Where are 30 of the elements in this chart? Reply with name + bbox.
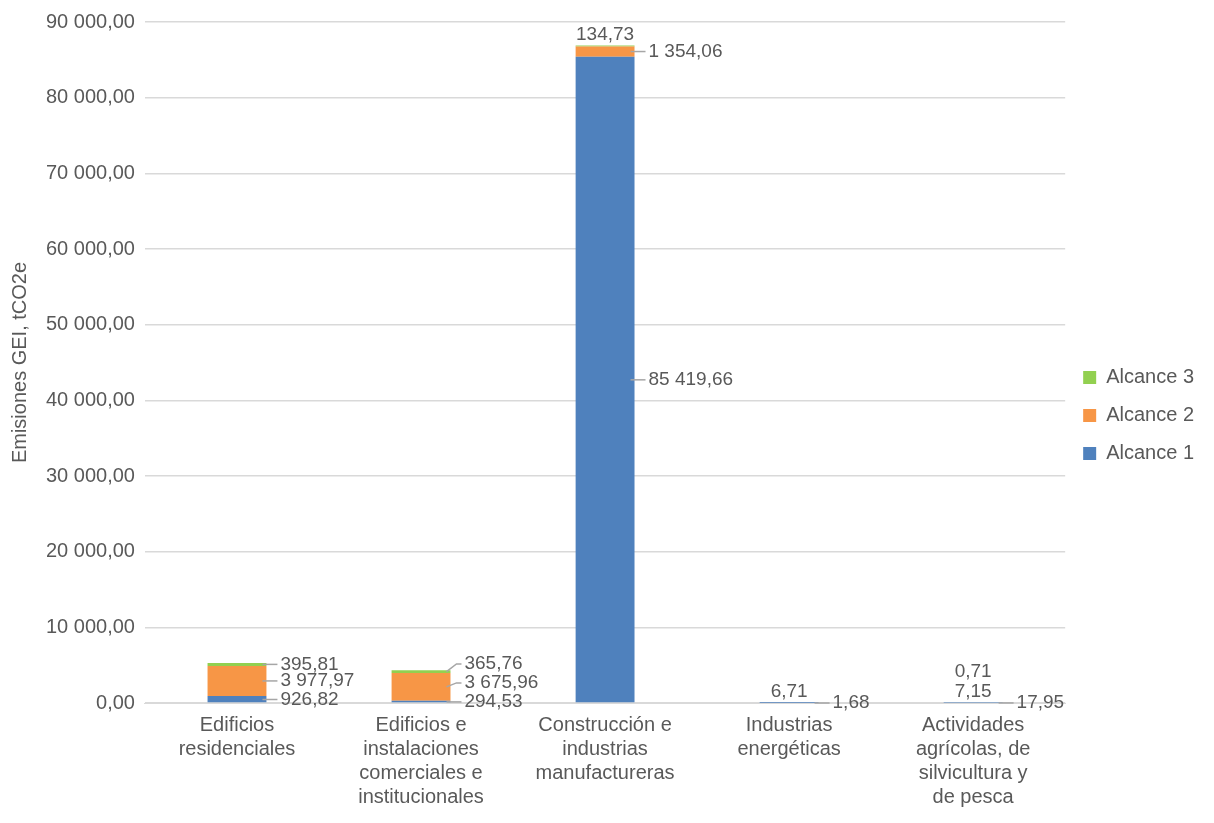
y-tick-label: 70 000,00: [45, 160, 135, 183]
y-tick-label: 20 000,00: [45, 539, 135, 562]
data-label: 6,71: [770, 679, 808, 701]
data-label: 0,71: [954, 659, 992, 681]
legend-label: Alcance 2: [1106, 403, 1195, 426]
y-tick-label: 0,00: [96, 690, 135, 713]
y-axis-title: Emisiones GEI, tCO2e: [7, 261, 30, 464]
data-label: 3 675,96: [464, 671, 539, 693]
x-tick-label: Edificios residenciales: [178, 712, 296, 759]
x-tick-label: Construcción e industrias manufactureras: [535, 712, 675, 783]
y-tick-label: 90 000,00: [45, 9, 135, 32]
data-label: 134,73: [576, 22, 635, 44]
data-label: 1,68: [832, 691, 870, 713]
legend-label: Alcance 3: [1106, 365, 1195, 388]
y-tick-label: 10 000,00: [45, 614, 135, 637]
data-label: 365,76: [464, 652, 523, 674]
y-tick-label: 80 000,00: [45, 85, 135, 108]
data-label: 85 419,66: [648, 368, 734, 390]
y-tick-label: 30 000,00: [45, 463, 135, 486]
x-tick-label: Edificios e instalaciones comerciales e institucionales: [358, 712, 484, 807]
legend-label: Alcance 1: [1106, 441, 1195, 464]
data-label: 7,15: [954, 679, 992, 701]
y-tick-label: 60 000,00: [45, 236, 135, 259]
data-label: 294,53: [464, 690, 523, 712]
y-tick-label: 40 000,00: [45, 387, 135, 410]
data-label: 17,95: [1016, 691, 1065, 713]
y-tick-label: 50 000,00: [45, 312, 135, 335]
data-label: 1 354,06: [648, 39, 723, 61]
x-tick-label: Actividades agrícolas, de silvicultura y de pesca: [915, 712, 1031, 807]
x-tick-label: Industrias energéticas: [737, 712, 841, 759]
